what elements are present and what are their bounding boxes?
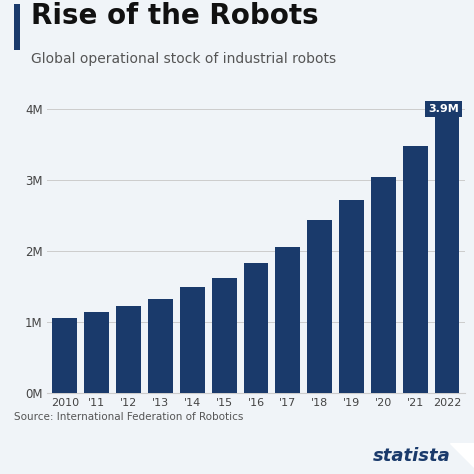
Bar: [435, 116, 459, 393]
Bar: [148, 299, 173, 393]
Bar: [180, 287, 205, 393]
Text: Source: International Federation of Robotics: Source: International Federation of Robo…: [14, 412, 244, 422]
Text: 3.9M: 3.9M: [428, 104, 459, 114]
Bar: [275, 247, 300, 393]
Text: Rise of the Robots: Rise of the Robots: [31, 2, 319, 30]
Text: Global operational stock of industrial robots: Global operational stock of industrial r…: [31, 52, 336, 66]
Polygon shape: [450, 443, 474, 469]
Bar: [116, 306, 141, 393]
Bar: [244, 264, 268, 393]
Bar: [339, 200, 364, 393]
Bar: [84, 312, 109, 393]
Bar: [371, 177, 396, 393]
Bar: [403, 146, 428, 393]
Bar: [212, 278, 237, 393]
Bar: [53, 318, 77, 393]
Text: statista: statista: [373, 447, 450, 465]
FancyBboxPatch shape: [14, 4, 20, 50]
Bar: [307, 220, 332, 393]
